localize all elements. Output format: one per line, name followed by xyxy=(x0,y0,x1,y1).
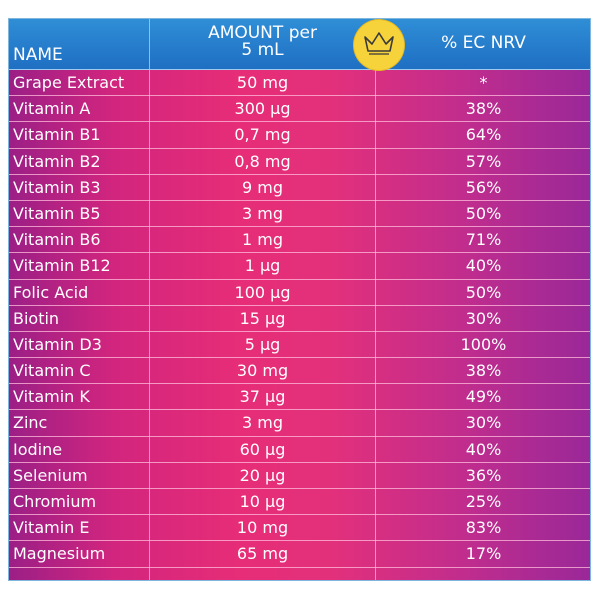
row-nrv: 30% xyxy=(465,413,502,433)
header-nrv: % EC NRV xyxy=(441,33,526,53)
column-divider xyxy=(375,19,376,580)
row-name: Vitamin B1 xyxy=(13,125,101,145)
row-nrv: 56% xyxy=(465,177,502,197)
row-name: Vitamin B3 xyxy=(13,177,101,197)
row-nrv: 38% xyxy=(465,99,502,119)
row-amount: 10 µg xyxy=(239,492,286,511)
row-nrv: 36% xyxy=(465,465,502,485)
table-row: Vitamin A 300 µg 38% xyxy=(9,96,590,123)
row-name: Vitamin B12 xyxy=(13,256,111,276)
row-amount: 3 mg xyxy=(241,203,283,223)
row-name: Grape Extract xyxy=(13,73,125,92)
row-nrv: 25% xyxy=(465,492,502,511)
table-row: Vitamin B5 3 mg 50% xyxy=(9,201,590,228)
row-name: Vitamin B2 xyxy=(13,151,101,171)
row-amount: 30 mg xyxy=(236,361,289,381)
row-amount: 1 mg xyxy=(241,230,283,250)
row-amount: 10 mg xyxy=(236,518,289,538)
table-row: Vitamin B12 1 µg 40% xyxy=(9,253,590,280)
table-row: Vitamin E 10 mg 83% xyxy=(9,515,590,542)
row-amount: 5 µg xyxy=(244,334,281,354)
row-name: Vitamin C xyxy=(13,361,91,381)
nutrition-table: NAME AMOUNT per 5 mL % EC NRV Grape Extr… xyxy=(8,18,591,581)
crown-badge xyxy=(354,20,404,70)
row-nrv: 57% xyxy=(465,151,502,171)
table-row: Magnesium 65 mg 17% xyxy=(9,541,590,568)
table-row: Selenium 20 µg 36% xyxy=(9,463,590,489)
row-amount: 3 mg xyxy=(241,413,283,433)
row-nrv: 38% xyxy=(465,361,502,381)
row-amount: 65 mg xyxy=(236,544,289,564)
row-name: Vitamin B5 xyxy=(13,203,101,223)
table-row: Iodine 60 µg 40% xyxy=(9,437,590,463)
row-amount: 9 mg xyxy=(241,177,283,197)
row-nrv: 17% xyxy=(465,544,502,564)
row-amount: 50 mg xyxy=(236,73,289,92)
row-amount: 300 µg xyxy=(234,99,291,119)
column-divider xyxy=(149,19,150,580)
row-amount: 1 µg xyxy=(244,256,281,276)
row-amount: 37 µg xyxy=(239,387,286,407)
row-name: Iodine xyxy=(13,439,63,459)
row-nrv: 49% xyxy=(465,387,502,407)
header-amount-line2: 5 mL xyxy=(241,40,284,60)
table-row: Vitamin B3 9 mg 56% xyxy=(9,175,590,201)
row-name: Chromium xyxy=(13,492,97,511)
row-nrv: 50% xyxy=(465,282,502,302)
header-amount: AMOUNT per 5 mL xyxy=(150,19,375,69)
row-nrv: 100% xyxy=(460,334,507,354)
row-nrv: 40% xyxy=(465,439,502,459)
row-amount: 15 µg xyxy=(239,308,286,328)
table-row: Vitamin B1 0,7 mg 64% xyxy=(9,122,590,149)
row-nrv: 64% xyxy=(465,125,502,145)
row-name: Vitamin A xyxy=(13,99,91,119)
row-nrv: 71% xyxy=(465,230,502,250)
table-row: Vitamin D3 5 µg 100% xyxy=(9,332,590,359)
crown-icon xyxy=(364,32,394,55)
table-row: Biotin 15 µg 30% xyxy=(9,306,590,332)
row-nrv: 30% xyxy=(465,308,502,328)
row-name: Selenium xyxy=(13,465,88,485)
row-name: Vitamin E xyxy=(13,518,90,538)
row-amount: 60 µg xyxy=(239,439,286,459)
table-row: Vitamin B6 1 mg 71% xyxy=(9,227,590,254)
table-row: Chromium 10 µg 25% xyxy=(9,489,590,516)
header-name: NAME xyxy=(13,45,63,65)
row-nrv: * xyxy=(479,73,488,92)
header-amount-line1: AMOUNT per xyxy=(208,23,317,43)
row-amount: 100 µg xyxy=(234,282,291,302)
row-name: Vitamin K xyxy=(13,387,90,407)
row-amount: 0,8 mg xyxy=(234,151,291,171)
table-row: Folic Acid 100 µg 50% xyxy=(9,280,590,306)
table-row: Zinc 3 mg 30% xyxy=(9,410,590,437)
table-row: Vitamin C 30 mg 38% xyxy=(9,358,590,385)
row-nrv: 50% xyxy=(465,203,502,223)
row-name: Vitamin B6 xyxy=(13,230,101,250)
row-name: Biotin xyxy=(13,308,60,328)
row-amount: 20 µg xyxy=(239,465,286,485)
row-nrv: 83% xyxy=(465,518,502,538)
table-header: NAME AMOUNT per 5 mL % EC NRV xyxy=(9,19,590,70)
table-row: Vitamin K 37 µg 49% xyxy=(9,384,590,411)
row-name: Magnesium xyxy=(13,544,106,564)
table-row: Grape Extract 50 mg * xyxy=(9,70,590,97)
row-name: Vitamin D3 xyxy=(13,334,102,354)
row-amount: 0,7 mg xyxy=(234,125,291,145)
row-nrv: 40% xyxy=(465,256,502,276)
row-name: Zinc xyxy=(13,413,48,433)
table-body: Grape Extract 50 mg * Vitamin A 300 µg 38% Vit… xyxy=(9,70,590,568)
table-row: Vitamin B2 0,8 mg 57% xyxy=(9,149,590,175)
row-name: Folic Acid xyxy=(13,282,89,302)
